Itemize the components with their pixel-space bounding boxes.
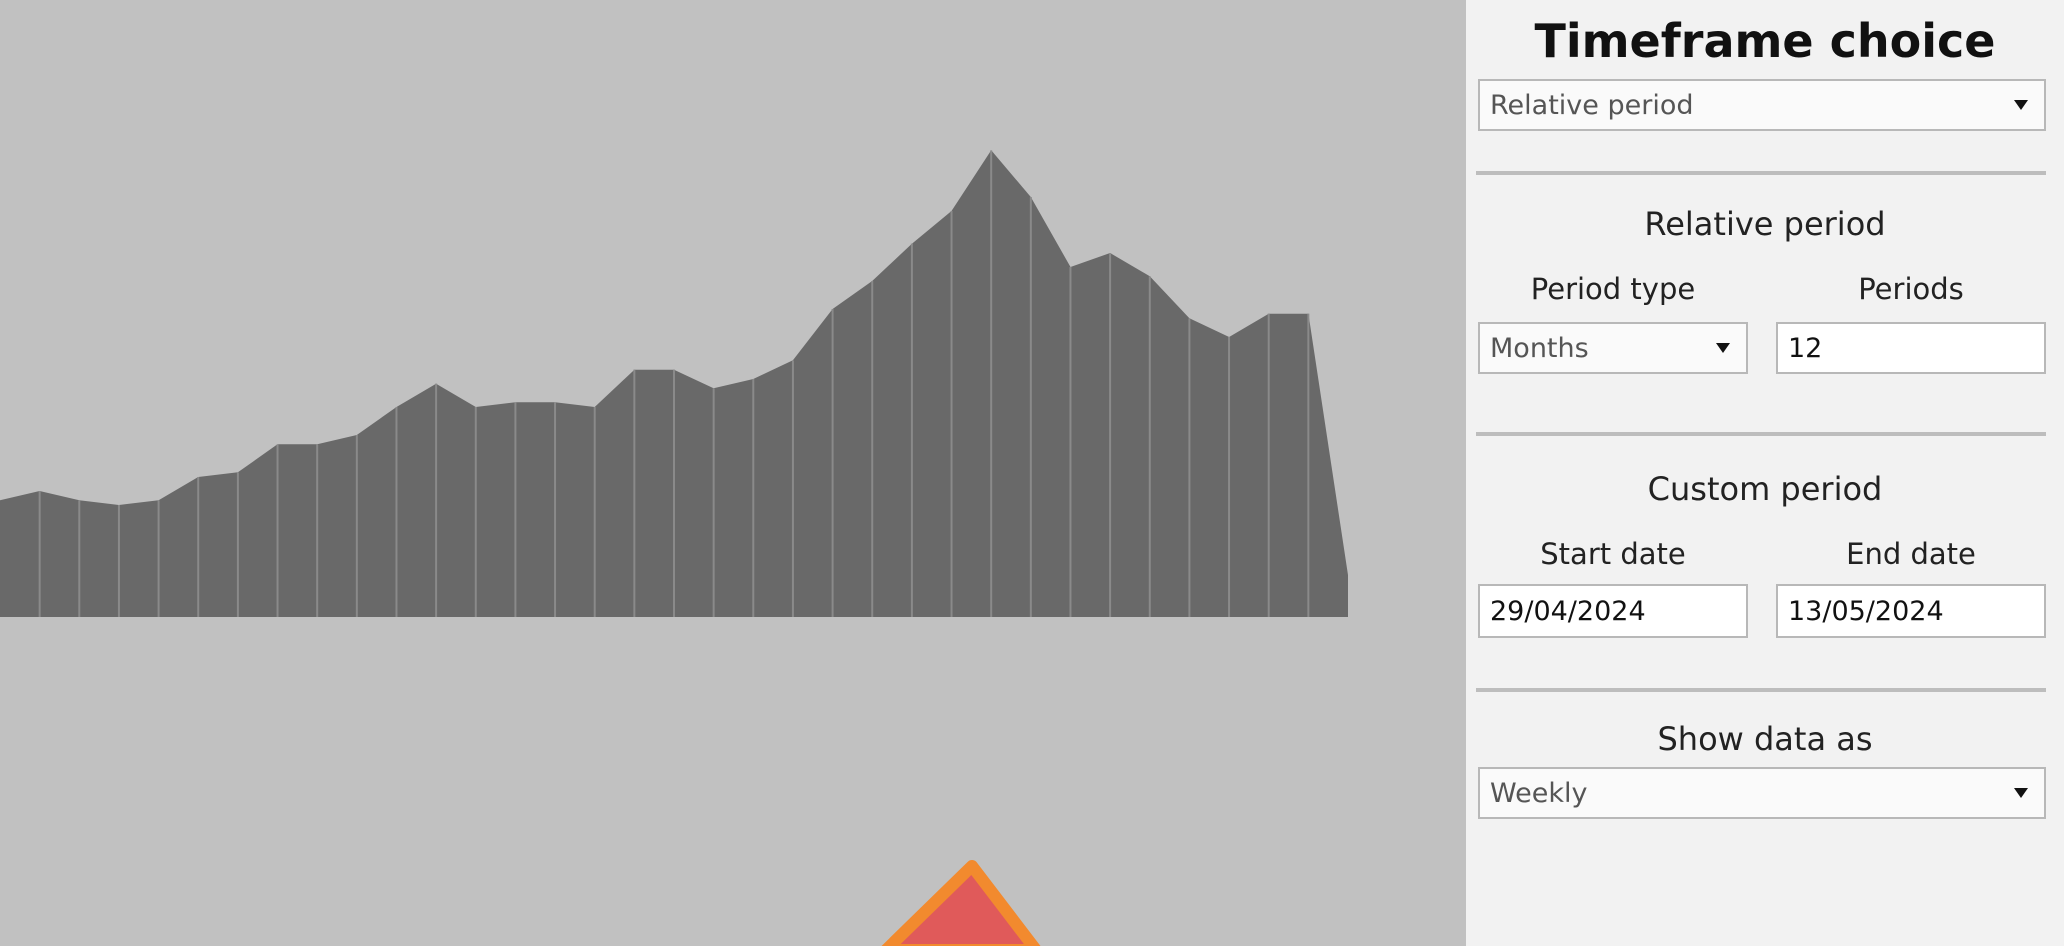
- relative-period-title: Relative period: [1644, 205, 1886, 243]
- divider: [1476, 171, 2046, 175]
- timeframe-selected: Relative period: [1490, 89, 1694, 121]
- show-data-dropdown[interactable]: Weekly: [1478, 767, 2046, 819]
- period-type-label: Period type: [1530, 272, 1696, 306]
- periods-input[interactable]: 12: [1776, 322, 2046, 374]
- chevron-down-icon: [2014, 100, 2028, 110]
- timeframe-dropdown[interactable]: Relative period: [1478, 79, 2046, 131]
- timeframe-title: Timeframe choice: [1534, 14, 1996, 68]
- divider: [1476, 688, 2046, 692]
- chevron-down-icon: [2014, 788, 2028, 798]
- end-date-input[interactable]: 13/05/2024: [1776, 584, 2046, 638]
- highlight-marker[interactable]: [881, 860, 1041, 946]
- show-data-title: Show data as: [1657, 720, 1873, 758]
- chart-area: [0, 0, 1466, 946]
- custom-period-title: Custom period: [1647, 470, 1883, 508]
- periods-value: 12: [1788, 332, 1823, 364]
- periods-label: Periods: [1858, 272, 1964, 306]
- divider: [1476, 432, 2046, 436]
- end-date-value: 13/05/2024: [1788, 595, 1944, 627]
- period-type-selected: Months: [1490, 332, 1589, 364]
- start-date-input[interactable]: 29/04/2024: [1478, 584, 1748, 638]
- chevron-down-icon: [1716, 343, 1730, 353]
- start-date-value: 29/04/2024: [1490, 595, 1646, 627]
- end-date-label: End date: [1846, 537, 1976, 571]
- parameters-panel: Timeframe choice Relative period Relativ…: [1466, 0, 2064, 946]
- start-date-label: Start date: [1540, 537, 1686, 571]
- area-chart[interactable]: [0, 0, 1466, 946]
- period-type-dropdown[interactable]: Months: [1478, 322, 1748, 374]
- show-data-selected: Weekly: [1490, 777, 1588, 809]
